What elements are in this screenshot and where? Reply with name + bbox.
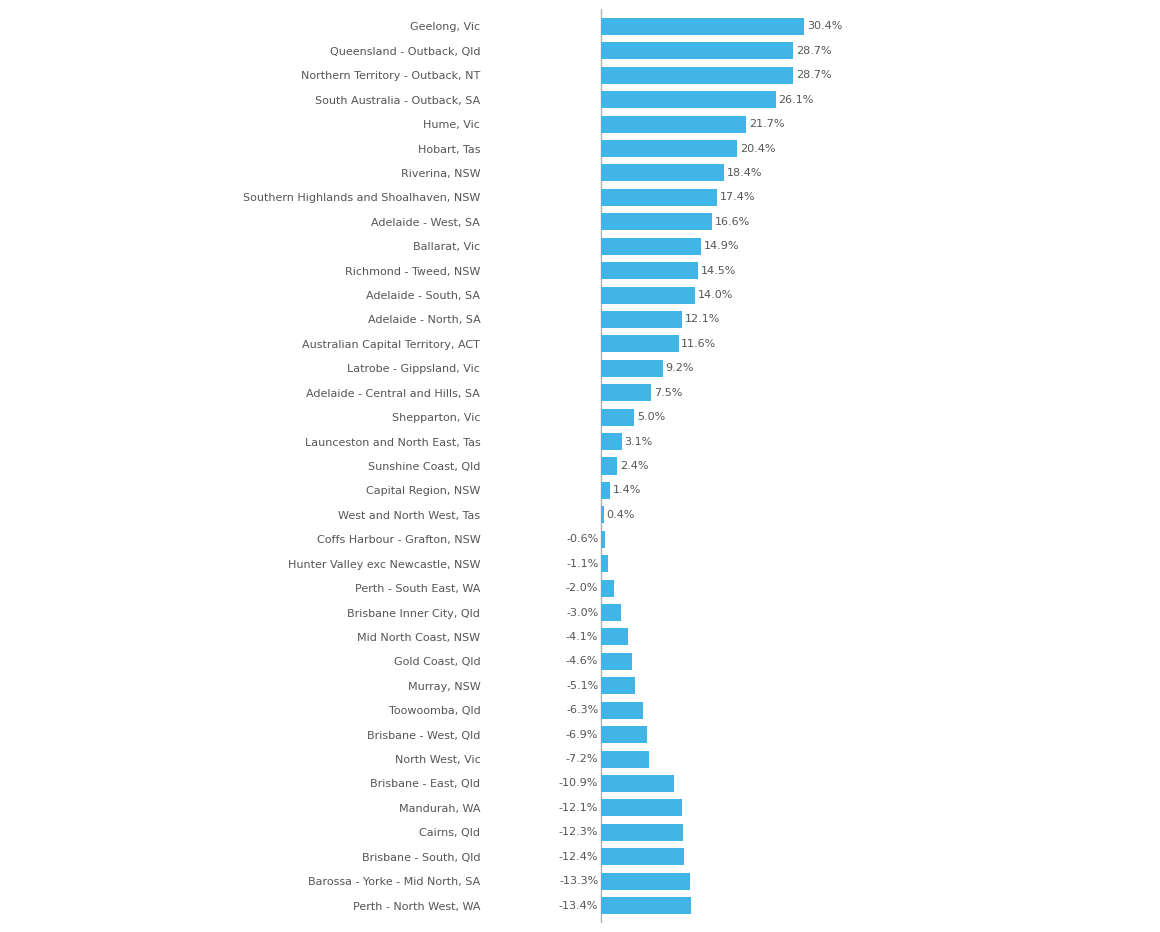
Text: -3.0%: -3.0%: [566, 608, 599, 618]
Text: 14.0%: 14.0%: [697, 290, 733, 300]
Text: -4.6%: -4.6%: [566, 656, 599, 666]
Text: -5.1%: -5.1%: [566, 680, 599, 691]
Text: 2.4%: 2.4%: [619, 461, 648, 471]
Text: 18.4%: 18.4%: [727, 168, 762, 178]
Bar: [601, 458, 617, 474]
Bar: [601, 628, 629, 646]
Bar: [601, 360, 662, 377]
Bar: [601, 336, 679, 352]
Text: 0.4%: 0.4%: [607, 510, 635, 520]
Bar: [601, 872, 690, 890]
Text: 12.1%: 12.1%: [684, 314, 720, 324]
Bar: [601, 262, 698, 280]
Text: 30.4%: 30.4%: [807, 21, 842, 32]
Text: 26.1%: 26.1%: [778, 95, 813, 104]
Text: -7.2%: -7.2%: [566, 754, 599, 764]
Bar: [601, 774, 674, 792]
Bar: [601, 116, 746, 132]
Text: -2.0%: -2.0%: [566, 583, 599, 593]
Bar: [601, 897, 690, 914]
Bar: [601, 555, 608, 572]
Text: 17.4%: 17.4%: [720, 192, 755, 202]
Text: -10.9%: -10.9%: [559, 778, 599, 788]
Bar: [601, 824, 683, 841]
Bar: [601, 408, 635, 426]
Bar: [601, 189, 717, 206]
Bar: [601, 580, 615, 596]
Text: 1.4%: 1.4%: [612, 486, 641, 496]
Text: -13.3%: -13.3%: [559, 876, 599, 886]
Bar: [601, 750, 650, 768]
Bar: [601, 42, 793, 60]
Text: 7.5%: 7.5%: [654, 388, 682, 398]
Bar: [601, 678, 636, 694]
Text: -12.4%: -12.4%: [559, 852, 599, 862]
Bar: [601, 67, 793, 84]
Bar: [601, 848, 684, 865]
Text: 11.6%: 11.6%: [681, 339, 717, 349]
Text: -6.3%: -6.3%: [566, 706, 599, 715]
Text: 5.0%: 5.0%: [637, 412, 666, 422]
Text: -4.1%: -4.1%: [566, 632, 599, 642]
Bar: [601, 91, 776, 108]
Bar: [601, 604, 621, 621]
Bar: [601, 164, 724, 182]
Text: 16.6%: 16.6%: [715, 217, 751, 226]
Bar: [601, 800, 682, 816]
Text: -12.3%: -12.3%: [559, 828, 599, 837]
Bar: [601, 18, 804, 35]
Text: -0.6%: -0.6%: [566, 534, 599, 544]
Text: 28.7%: 28.7%: [796, 70, 832, 80]
Text: 21.7%: 21.7%: [749, 119, 784, 130]
Text: 9.2%: 9.2%: [665, 363, 694, 374]
Bar: [601, 213, 712, 230]
Text: -6.9%: -6.9%: [566, 730, 599, 740]
Bar: [601, 652, 632, 670]
Bar: [601, 530, 606, 548]
Text: -12.1%: -12.1%: [559, 802, 599, 813]
Text: 14.5%: 14.5%: [701, 266, 737, 276]
Text: 20.4%: 20.4%: [740, 144, 776, 154]
Bar: [601, 286, 695, 304]
Bar: [601, 702, 643, 719]
Bar: [601, 311, 682, 328]
Text: 28.7%: 28.7%: [796, 46, 832, 56]
Text: 3.1%: 3.1%: [624, 436, 653, 446]
Bar: [601, 506, 603, 524]
Text: 14.9%: 14.9%: [703, 241, 739, 252]
Text: -13.4%: -13.4%: [559, 900, 599, 911]
Bar: [601, 238, 701, 254]
Bar: [601, 384, 651, 402]
Bar: [601, 433, 622, 450]
Bar: [601, 726, 647, 743]
Text: -1.1%: -1.1%: [566, 558, 599, 569]
Bar: [601, 140, 738, 158]
Bar: [601, 482, 610, 499]
